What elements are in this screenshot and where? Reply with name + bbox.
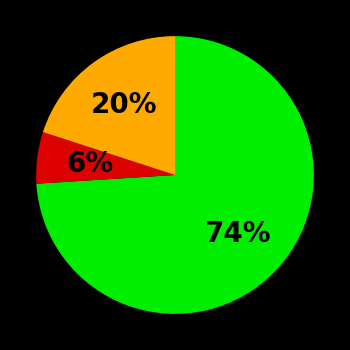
Text: 74%: 74% <box>204 220 271 248</box>
Wedge shape <box>36 132 175 184</box>
Wedge shape <box>43 36 175 175</box>
Text: 20%: 20% <box>91 91 158 119</box>
Text: 6%: 6% <box>66 150 113 178</box>
Wedge shape <box>36 36 314 314</box>
